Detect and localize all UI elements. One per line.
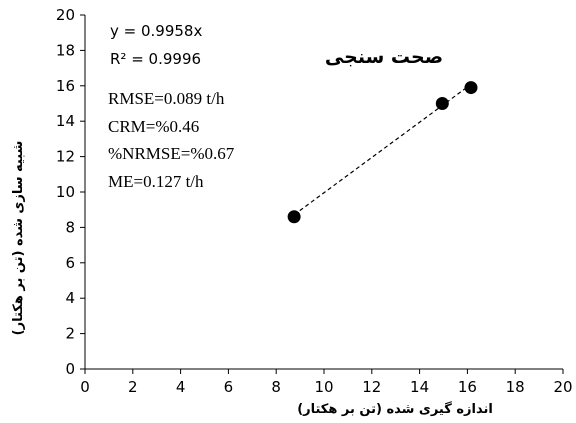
y-tick-label: 16	[56, 77, 75, 95]
x-tick-label: 18	[506, 378, 525, 396]
stat-nrmse: %NRMSE=%0.67	[108, 144, 235, 163]
x-tick-label: 8	[271, 378, 281, 396]
y-axis-ticks: 0 2 4 6 8 10 12 14 16 18 20	[56, 6, 85, 378]
x-axis-ticks: 0 2 4 6 8 10 12 14 16 18 20	[80, 369, 573, 396]
y-tick-label: 8	[65, 218, 75, 236]
x-tick-label: 4	[176, 378, 186, 396]
chart-title: صحت سنجی	[325, 46, 443, 68]
x-tick-label: 12	[362, 378, 381, 396]
stat-rmse: RMSE=0.089 t/h	[108, 89, 225, 108]
x-tick-label: 20	[553, 378, 572, 396]
y-axis-label: شبیه سازی شده (تن بر هکتار)	[11, 141, 26, 336]
y-tick-label: 10	[56, 183, 75, 201]
data-point	[464, 81, 478, 95]
r-squared-label: R² = 0.9996	[110, 50, 201, 68]
y-tick-label: 6	[65, 254, 75, 272]
x-tick-label: 2	[128, 378, 138, 396]
y-tick-label: 12	[56, 148, 75, 166]
y-tick-label: 14	[56, 112, 75, 130]
y-tick-label: 2	[65, 325, 75, 343]
x-tick-label: 0	[80, 378, 90, 396]
stat-me: ME=0.127 t/h	[108, 172, 204, 191]
x-tick-label: 6	[224, 378, 234, 396]
stat-crm: CRM=%0.46	[108, 117, 199, 136]
data-points	[287, 81, 478, 224]
x-axis-label: اندازه گیری شده (تن بر هکتار)	[297, 401, 493, 417]
y-tick-label: 18	[56, 41, 75, 59]
y-tick-label: 0	[65, 360, 75, 378]
x-tick-label: 14	[410, 378, 429, 396]
equation-label: y = 0.9958x	[110, 22, 202, 40]
data-point	[435, 97, 449, 110]
x-tick-label: 10	[314, 378, 333, 396]
y-tick-label: 4	[65, 289, 75, 307]
x-tick-label: 16	[458, 378, 477, 396]
data-point	[287, 210, 301, 224]
y-tick-label: 20	[56, 6, 75, 24]
